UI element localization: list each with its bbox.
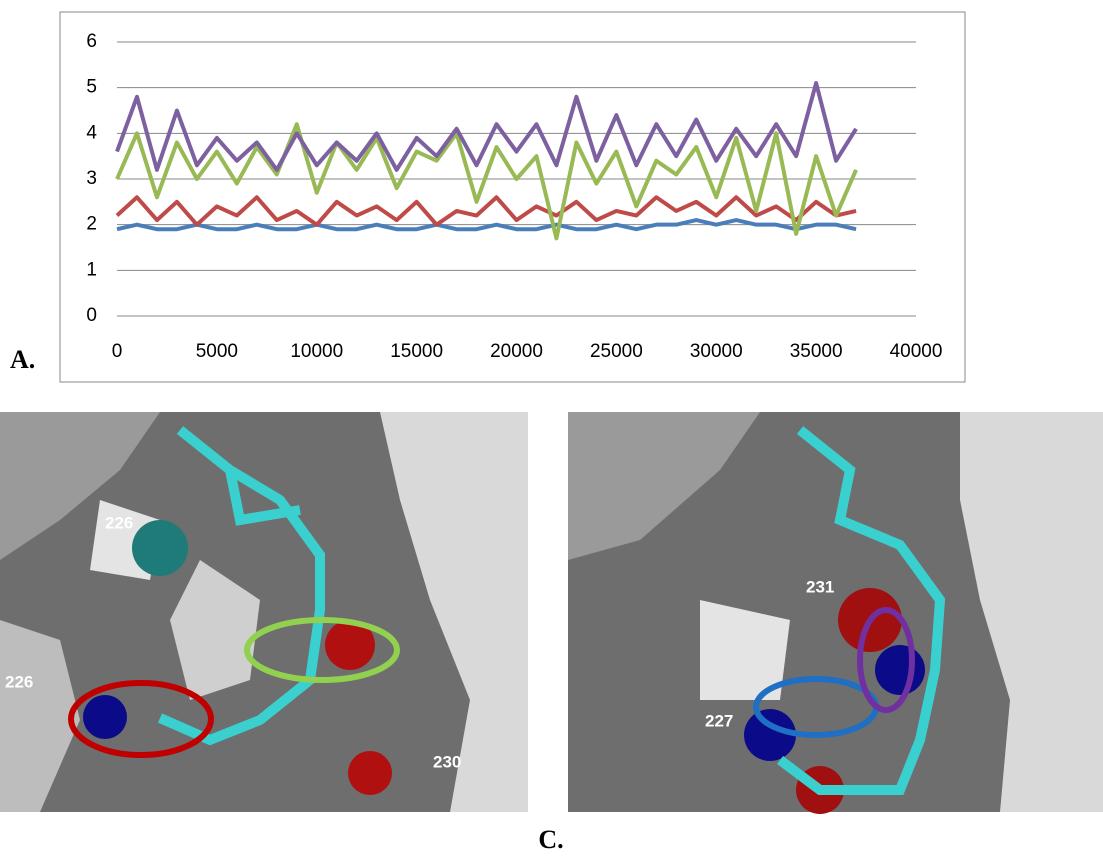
data-line (116, 218, 857, 232)
residue-label: 231 (806, 577, 834, 596)
molecule-image-left: 226 226 230 (0, 412, 528, 812)
chart-frame (59, 11, 966, 383)
data-line (115, 195, 857, 227)
y-tick-label: 6 (86, 31, 97, 52)
residue-label: 226 (5, 672, 33, 691)
x-tick-label: 30000 (690, 341, 743, 362)
y-tick-label: 0 (86, 305, 97, 326)
residue-label: 226 (105, 513, 133, 532)
data-line (115, 122, 858, 241)
data-line (115, 81, 858, 172)
panel-label: A. (10, 345, 35, 374)
x-tick-label: 5000 (196, 341, 238, 362)
x-tick-label: 40000 (890, 341, 943, 362)
residue-label: 230 (433, 752, 461, 771)
x-tick-label: 20000 (490, 341, 543, 362)
residue-label: 227 (705, 711, 733, 730)
y-tick-label: 2 (86, 214, 97, 235)
x-tick-label: 10000 (290, 341, 343, 362)
x-tick-label: 35000 (790, 341, 843, 362)
y-tick-label: 1 (86, 259, 97, 280)
x-tick-label: 0 (112, 341, 123, 362)
molecule-image-right: 231 227 (568, 412, 1103, 814)
panel-label: C. (538, 825, 563, 854)
y-tick-label: 3 (86, 168, 97, 189)
x-tick-label: 15000 (390, 341, 443, 362)
y-tick-label: 5 (86, 77, 97, 98)
y-tick-label: 4 (86, 122, 97, 143)
x-tick-label: 25000 (590, 341, 643, 362)
